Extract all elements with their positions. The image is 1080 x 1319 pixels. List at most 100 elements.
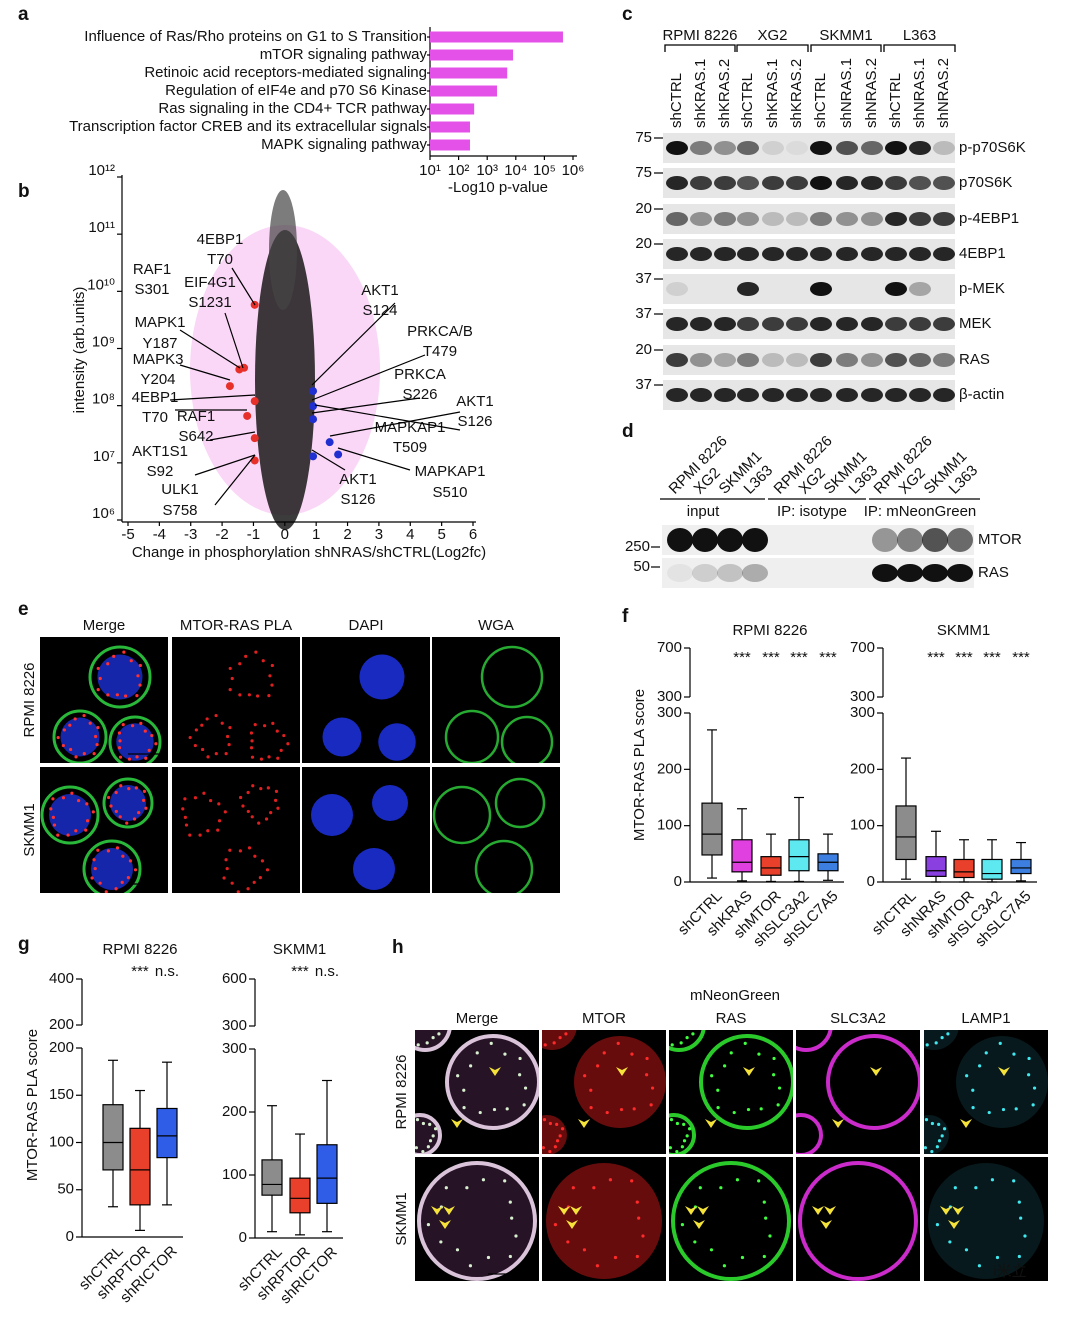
leader-line	[179, 364, 231, 381]
puncta	[85, 819, 90, 823]
bar	[430, 49, 514, 61]
puncta	[680, 1145, 684, 1149]
puncta	[250, 755, 255, 759]
puncta	[265, 868, 270, 872]
band	[836, 212, 858, 226]
micrograph	[432, 767, 560, 893]
puncta	[469, 1064, 473, 1068]
band	[947, 528, 973, 552]
annotation: AKT1	[339, 471, 377, 488]
puncta	[257, 821, 261, 825]
band	[933, 176, 955, 190]
y-tick-label: 200	[657, 760, 682, 777]
panel-letter: g	[18, 934, 30, 955]
puncta	[757, 1179, 761, 1183]
micrograph-content	[444, 645, 554, 763]
puncta	[250, 739, 254, 743]
puncta	[917, 1014, 920, 1017]
puncta	[998, 1041, 1002, 1046]
puncta	[740, 1255, 745, 1260]
puncta	[121, 723, 125, 727]
puncta	[924, 1036, 925, 1037]
point-cloud	[269, 190, 297, 310]
puncta	[557, 1005, 560, 1008]
puncta	[924, 1146, 927, 1150]
puncta	[468, 1264, 473, 1268]
band	[762, 317, 784, 331]
puncta	[426, 1223, 431, 1227]
x-tick-label: 0	[281, 526, 289, 543]
band	[897, 564, 923, 582]
puncta	[645, 1056, 649, 1061]
puncta	[971, 1088, 975, 1092]
micrograph-content	[40, 777, 154, 893]
arrowhead	[489, 1067, 501, 1076]
puncta	[548, 1121, 553, 1126]
band	[714, 141, 736, 155]
puncta	[953, 1186, 957, 1190]
puncta	[106, 693, 110, 697]
row-label: RPMI 8226	[393, 1054, 410, 1129]
puncta	[930, 1149, 934, 1154]
arrowhead	[578, 1119, 590, 1128]
band	[861, 388, 883, 402]
puncta	[282, 733, 286, 738]
x-tick-label: 10⁵	[533, 162, 556, 179]
puncta	[669, 1146, 672, 1150]
micrograph-content	[407, 1007, 539, 1154]
puncta	[693, 1240, 697, 1244]
puncta	[126, 875, 130, 880]
puncta	[92, 858, 96, 862]
panel-letter: c	[622, 4, 633, 25]
puncta	[407, 1138, 410, 1141]
puncta	[437, 1032, 441, 1036]
puncta	[246, 809, 250, 814]
puncta	[138, 663, 142, 668]
puncta	[1019, 1216, 1023, 1220]
point	[250, 456, 259, 465]
cell-membrane	[798, 1161, 918, 1281]
puncta	[127, 757, 132, 761]
cell-membrane	[671, 1161, 791, 1281]
annotation: S758	[162, 502, 197, 519]
puncta	[675, 1121, 680, 1126]
puncta	[709, 1248, 714, 1252]
arrowhead	[998, 1067, 1010, 1076]
puncta	[422, 1007, 425, 1010]
puncta	[276, 756, 280, 760]
puncta	[935, 1145, 939, 1149]
puncta	[685, 1036, 689, 1040]
puncta	[456, 1074, 460, 1078]
puncta	[238, 849, 243, 853]
puncta	[133, 868, 138, 872]
lane-label: shNRAS.1	[838, 58, 855, 128]
puncta	[1017, 1254, 1021, 1259]
puncta	[716, 1088, 720, 1092]
puncta	[518, 1056, 522, 1061]
puncta	[91, 810, 95, 814]
mw-marker: 37	[635, 376, 652, 393]
band	[714, 212, 736, 226]
annotation: RAF1	[133, 261, 171, 278]
band	[810, 212, 832, 226]
cell	[311, 794, 353, 836]
puncta	[228, 666, 232, 671]
puncta	[51, 797, 55, 801]
puncta	[650, 1086, 655, 1090]
puncta	[267, 694, 271, 698]
band	[885, 317, 907, 331]
leader-line	[314, 404, 461, 431]
band	[666, 317, 688, 331]
puncta	[408, 1022, 411, 1025]
puncta	[1032, 1086, 1037, 1090]
band	[885, 247, 907, 261]
puncta	[112, 654, 116, 658]
band	[786, 247, 808, 261]
puncta	[236, 890, 240, 893]
puncta	[934, 1041, 938, 1045]
arrowhead	[824, 1206, 836, 1215]
point	[334, 450, 343, 459]
puncta	[121, 854, 125, 858]
y-tick-label: 10¹⁰	[87, 276, 115, 293]
puncta	[439, 1240, 443, 1244]
